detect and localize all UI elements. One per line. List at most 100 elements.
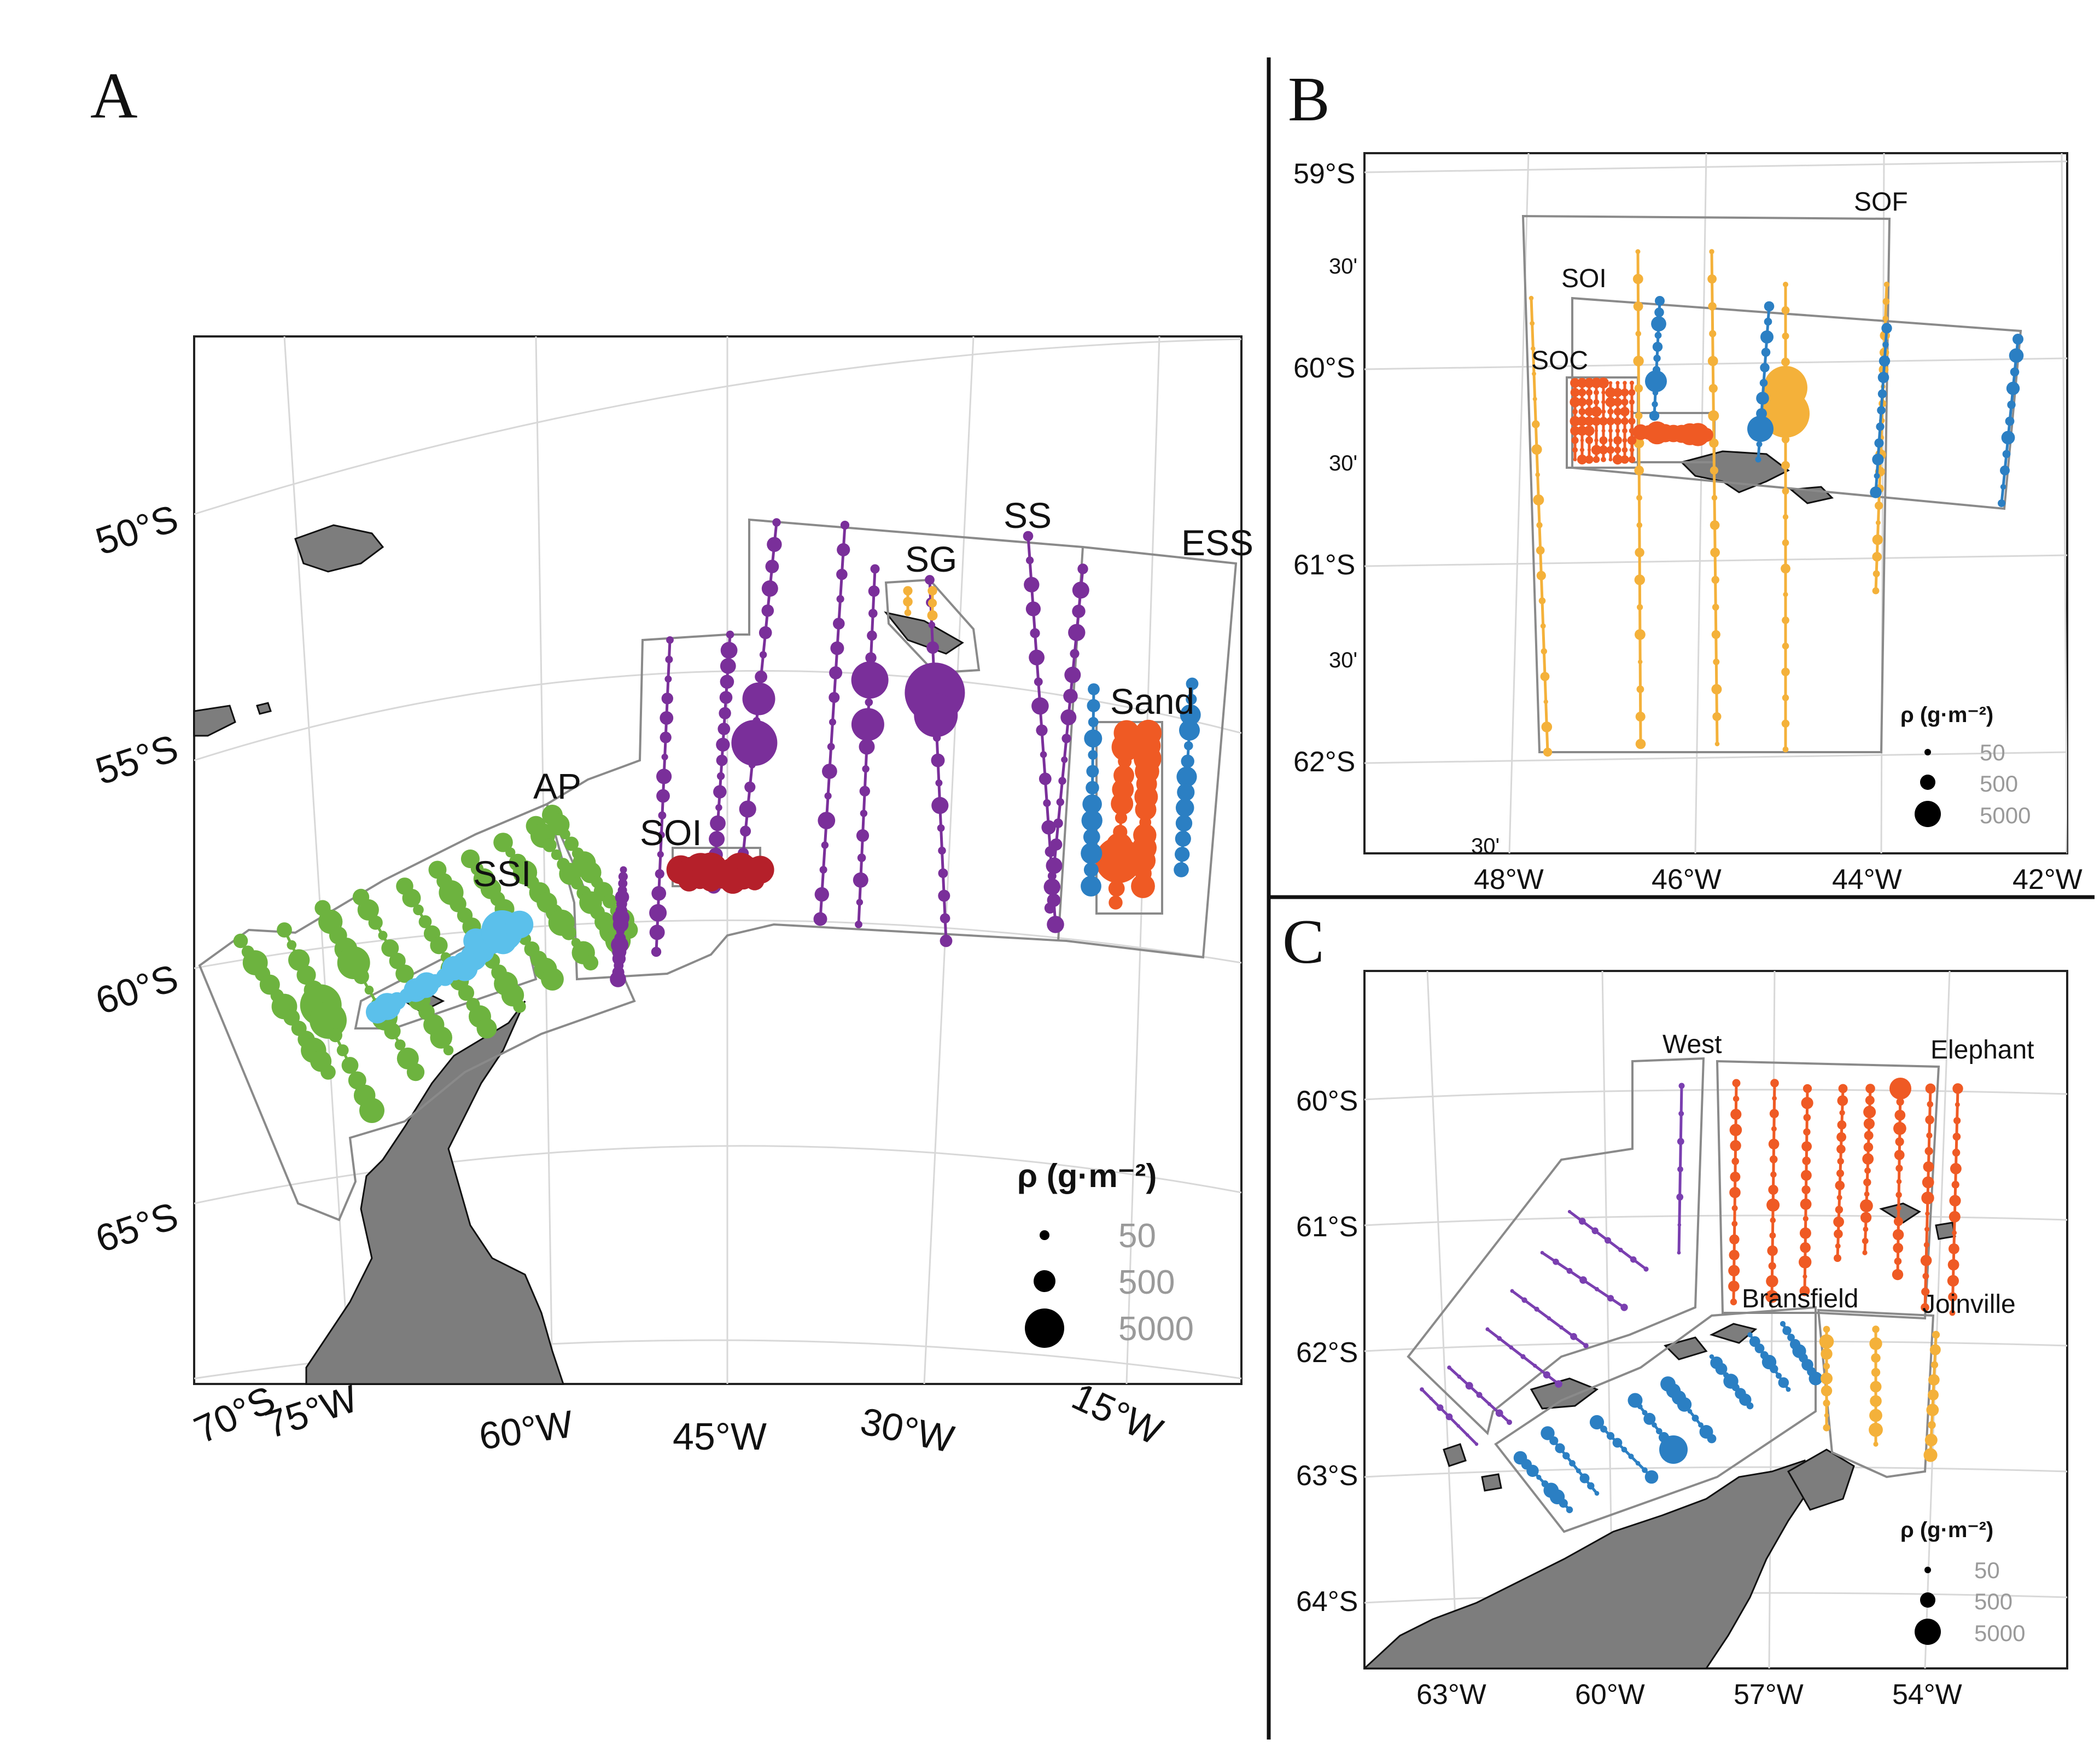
- ss-track-3-point: [720, 642, 738, 659]
- soc-track-7-point: [1613, 417, 1622, 426]
- soi-b-track-2-point: [1756, 441, 1763, 447]
- panel-a: A: [90, 59, 1253, 1461]
- b-region-label-soc: SOC: [1531, 346, 1588, 375]
- legend-b-title: ρ (g·m⁻²): [1900, 703, 1993, 727]
- elephant-track-2-point: [1770, 1171, 1777, 1178]
- soc-track-2-point: [1579, 447, 1585, 452]
- sof-track-2-point: [1634, 574, 1645, 585]
- bransfield-track-8-point: [1780, 1321, 1786, 1327]
- ss-track-6-point: [856, 829, 870, 842]
- bransfield-track-8-point: [1782, 1326, 1792, 1335]
- elephant-track-5-point: [1860, 1199, 1873, 1213]
- west-track-3: [1510, 1289, 1589, 1348]
- ss-track-8-point: [1041, 820, 1056, 835]
- soc-track-9-point: [1627, 435, 1637, 445]
- ss-track-8-point: [1034, 677, 1043, 687]
- soc-track-8-point: [1621, 398, 1629, 406]
- elephant-track-3-point: [1801, 1185, 1811, 1195]
- b-lat-label-60-30: 30': [1329, 451, 1357, 475]
- ss-track-9-point: [1077, 563, 1088, 574]
- ss-track-5-point: [836, 595, 844, 603]
- west-track-1-point: [1591, 1227, 1599, 1235]
- ss-track-4-point: [759, 651, 767, 659]
- ap-track-4-point: [430, 1026, 452, 1049]
- sof-track-4-point: [1782, 694, 1789, 701]
- west-track-3-point: [1583, 1343, 1589, 1348]
- sof-track-5-point: [1872, 570, 1880, 578]
- elephant-track-4: [1833, 1084, 1848, 1262]
- bransfield-track-3-point: [1642, 1467, 1648, 1473]
- sand-track-1: [1095, 720, 1141, 910]
- elephant-track-8-point: [1953, 1117, 1961, 1125]
- elephant-track-7-point: [1924, 1226, 1930, 1232]
- ss-track-9-point: [1061, 756, 1068, 763]
- soc-track-4-point: [1591, 445, 1602, 455]
- sand-track-1-point: [1108, 880, 1125, 897]
- soc-track-7-point: [1612, 454, 1623, 465]
- ss-track-7-point: [937, 824, 945, 832]
- joinville-track-3-point: [1926, 1404, 1939, 1416]
- sof-track-3-point: [1708, 410, 1719, 421]
- sof-track-3-point: [1711, 495, 1718, 501]
- ss-track-7-point: [938, 889, 950, 902]
- ss-track-9-point: [1058, 777, 1066, 785]
- elephant-track-3-point: [1800, 1242, 1811, 1253]
- region-bransfield-outline: [1494, 1306, 1817, 1533]
- sg-track-1-point: [904, 609, 912, 616]
- ss-track-1-point: [612, 916, 629, 933]
- joinville-island: [1787, 1449, 1855, 1511]
- elephant-track-4-point: [1836, 1195, 1842, 1201]
- ap-track-3-point: [384, 1022, 401, 1040]
- soc-track-6-point: [1608, 381, 1613, 385]
- ss-track-2-point: [660, 711, 674, 725]
- sand-track-1-point: [1115, 811, 1128, 824]
- lon-label-30w: 30°W: [857, 1399, 958, 1461]
- sof-track-2-point: [1634, 384, 1643, 393]
- joinville-track-1-point: [1823, 1399, 1830, 1407]
- sof-track-1-point: [1536, 571, 1546, 580]
- c-lon-label-57w: 57°W: [1734, 1679, 1804, 1711]
- ap-track-5-point: [413, 904, 424, 916]
- bransfield-track-5-point: [1691, 1415, 1699, 1422]
- panel-c-legend: ρ (g·m⁻²) 50 500 5000: [1900, 1518, 2025, 1646]
- elephant-track-2-point: [1769, 1232, 1776, 1239]
- region-sof-outline: [1521, 214, 1891, 753]
- bransfield-track-5: [1660, 1376, 1717, 1444]
- soi-b-track-1-point: [1651, 316, 1666, 331]
- soc-track-2-point: [1577, 397, 1587, 407]
- ss-track-5-point: [822, 764, 837, 779]
- ss-track-3-point: [720, 674, 734, 689]
- graticule-c-lon-57: [1768, 971, 1776, 1668]
- soc-track-9-point: [1628, 389, 1636, 396]
- soi-b-track-1-point: [1645, 370, 1667, 392]
- panel-b-frame: [1363, 152, 2068, 854]
- ss-track-2-point: [661, 693, 674, 705]
- panel-b-tracks: [1529, 249, 2024, 757]
- soc-track-6-point: [1608, 438, 1613, 443]
- sof-track-3-point: [1712, 712, 1722, 722]
- elephant-track-4-point: [1835, 1180, 1845, 1190]
- graticule-c-lat-61: [1364, 1214, 2067, 1226]
- soc-track-9-point: [1628, 417, 1636, 425]
- ss-track-7-point: [925, 575, 935, 585]
- ap-track-2-point: [336, 1044, 349, 1056]
- sof-track-3-point: [1710, 520, 1720, 530]
- elephant-track-6-point: [1893, 1217, 1903, 1226]
- ss-track-9-point: [1044, 902, 1056, 914]
- elephant-track-2-point: [1771, 1126, 1777, 1132]
- graticule-c-lat-62: [1364, 1340, 2067, 1352]
- soc-track-8: [1620, 381, 1630, 464]
- soc-track-6-point: [1605, 387, 1616, 398]
- graticule-b-lon-42: [2061, 153, 2067, 853]
- elephant-track-7-point: [1921, 1303, 1929, 1312]
- ess-track-1-point: [1084, 729, 1102, 748]
- elephant-track-1-point: [1730, 1171, 1741, 1182]
- sof-track-3-point: [1711, 575, 1719, 584]
- legend-c-value-5000: 5000: [1974, 1620, 2025, 1646]
- elephant-track-5-point: [1863, 1106, 1876, 1119]
- soc-track-7-point: [1614, 446, 1621, 453]
- sand-track-1-point: [1111, 733, 1140, 761]
- region-west-outline: [1407, 1057, 1705, 1435]
- ss-track-9-point: [1050, 838, 1063, 851]
- ss-track-9-point: [1064, 666, 1081, 683]
